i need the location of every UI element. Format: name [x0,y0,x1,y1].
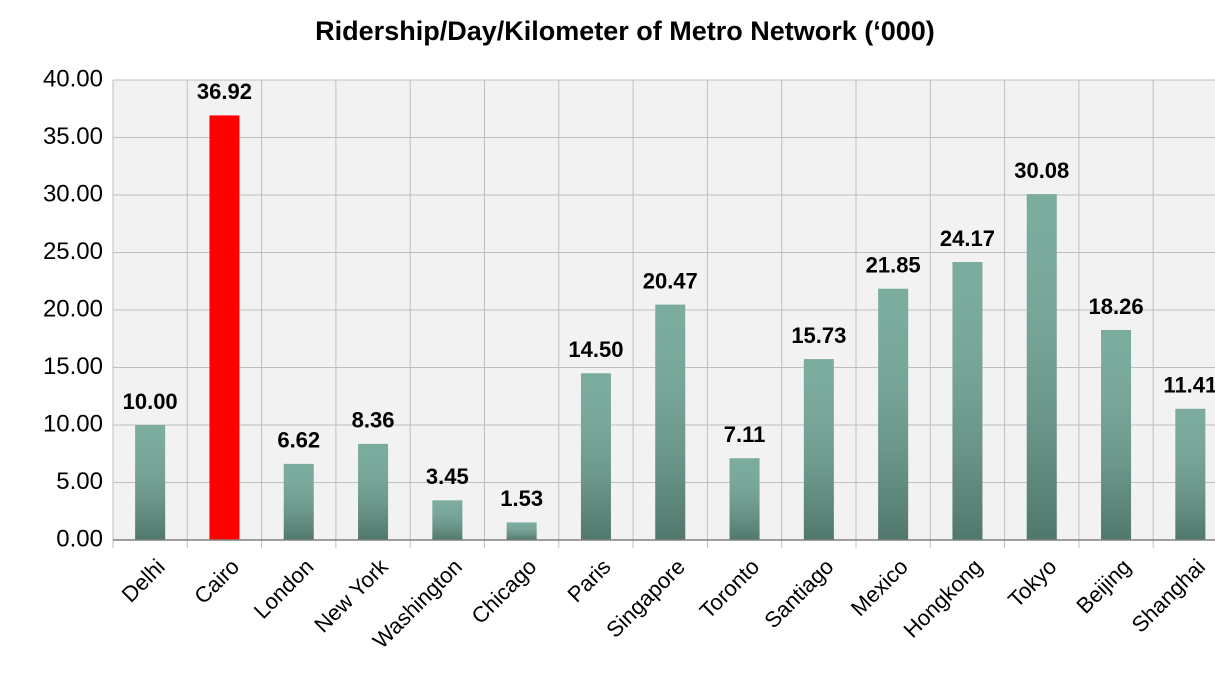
bar-shade [432,500,463,540]
y-tick-label: 20.00 [43,295,103,322]
value-label: 20.47 [643,268,698,293]
x-tick-label: Singapore [601,554,690,643]
x-tick-label: Delhi [117,554,170,607]
bar-shade [803,359,834,540]
bar [209,115,240,541]
bar-shade [1026,194,1057,540]
y-tick-label: 40.00 [43,65,103,92]
value-label: 30.08 [1014,158,1069,183]
x-tick-label: Shanghai [1127,554,1210,637]
y-tick-label: 25.00 [43,238,103,265]
y-tick-label: 15.00 [43,353,103,380]
x-tick-label: Tokyo [1003,554,1061,612]
bar-shade [358,443,389,540]
x-tick-label: Chicago [467,554,542,629]
x-tick-label: Paris [562,554,615,607]
x-tick-label: Toronto [695,554,765,624]
bar-shade [1101,330,1132,540]
bar-shade [135,425,166,540]
bar-shade [580,373,611,540]
y-tick-label: 5.00 [56,468,103,495]
x-tick-label: Mexico [846,554,913,621]
bar-shade [1175,408,1206,540]
bar-shade [655,304,686,540]
value-label: 14.50 [568,337,623,362]
value-label: 11.41 [1163,373,1215,398]
bar-shade [729,458,760,540]
bar-shade [283,463,314,540]
y-tick-label: 35.00 [43,123,103,150]
x-tick-label: Hongkong [898,554,987,643]
bar-shade [506,522,537,540]
y-tick-label: 10.00 [43,410,103,437]
value-label: 21.85 [866,253,921,278]
chart-title: Ridership/Day/Kilometer of Metro Network… [315,16,935,46]
x-tick-label: London [249,554,319,624]
y-tick-label: 0.00 [56,525,103,552]
value-label: 15.73 [791,323,846,348]
value-label: 10.00 [123,389,178,414]
value-label: 7.11 [724,422,766,447]
value-label: 6.62 [277,428,320,453]
y-tick-label: 30.00 [43,180,103,207]
bar-shade [878,288,909,540]
value-label: 24.17 [940,226,995,251]
x-tick-label: Santiago [759,554,838,633]
value-label: 8.36 [352,408,395,433]
value-label: 1.53 [500,486,543,511]
x-tick-label: Cairo [189,554,244,609]
value-label: 3.45 [426,464,469,489]
bar-shade [952,262,983,540]
value-label: 36.92 [197,79,252,104]
value-label: 18.26 [1089,294,1144,319]
x-tick-label: Beijing [1071,554,1135,618]
